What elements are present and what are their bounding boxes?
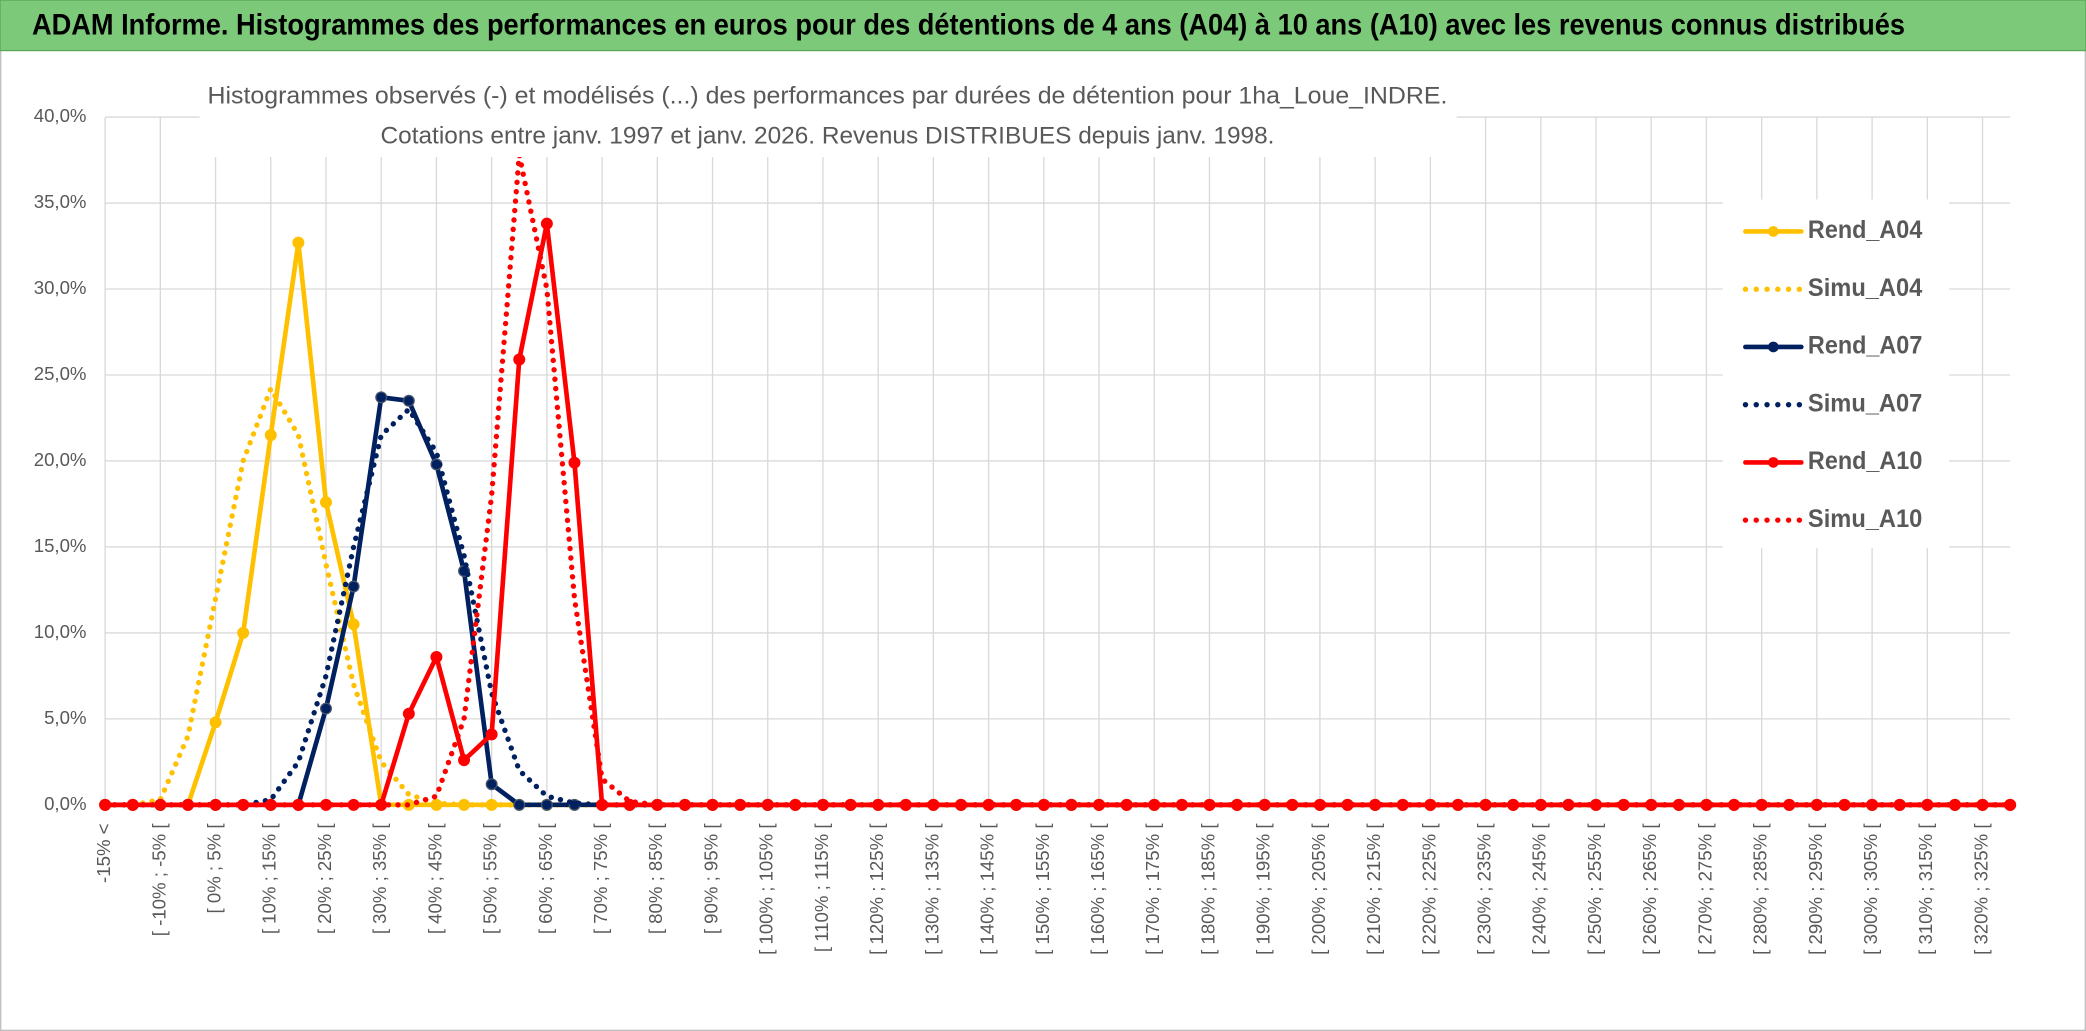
x-tick-label: [ 280% ; 285% [ <box>1750 823 1771 955</box>
legend-marker <box>1768 457 1779 468</box>
series-marker <box>540 798 553 811</box>
x-tick-label: [ 250% ; 255% [ <box>1584 823 1605 955</box>
x-tick-label: [ 150% ; 155% [ <box>1032 823 1053 955</box>
x-tick-label: [ 270% ; 275% [ <box>1694 823 1715 955</box>
y-tick-label: 20,0% <box>34 449 87 470</box>
x-tick-label: [ 70% ; 75% [ <box>590 823 611 935</box>
series-line <box>102 152 2013 808</box>
legend-label: Rend_A07 <box>1808 332 1922 360</box>
legend-label: Simu_A10 <box>1808 505 1922 533</box>
series-marker <box>264 429 277 442</box>
x-tick-label: [ 60% ; 65% [ <box>535 823 556 935</box>
x-tick-label: [ 50% ; 55% [ <box>480 823 501 935</box>
y-tick-label: 30,0% <box>34 277 87 298</box>
series-marker <box>402 707 415 720</box>
series-marker <box>540 217 553 230</box>
y-tick-label: 10,0% <box>34 621 87 642</box>
series-marker <box>375 391 388 404</box>
header-band <box>0 0 2086 52</box>
x-tick-label: [ 100% ; 105% [ <box>756 823 777 955</box>
x-tick-label: [ 310% ; 315% [ <box>1915 823 1936 955</box>
y-tick-label: 5,0% <box>44 707 86 728</box>
series-marker <box>320 702 332 715</box>
x-tick-label: [ 200% ; 205% [ <box>1308 823 1329 955</box>
y-tick-label: 15,0% <box>34 535 87 556</box>
x-tick-label: [ 190% ; 195% [ <box>1253 823 1274 955</box>
y-tick-label: 0,0% <box>44 793 86 814</box>
series-marker <box>568 456 581 469</box>
series-marker <box>209 716 222 729</box>
y-tick-label: 40,0% <box>34 105 87 126</box>
series-marker <box>402 394 415 407</box>
x-tick-label: [ 230% ; 235% [ <box>1473 823 1494 955</box>
x-tick-label: [ 160% ; 165% [ <box>1087 823 1108 955</box>
legend-marker <box>1768 226 1779 237</box>
x-tick-label: [ 130% ; 135% [ <box>921 823 942 955</box>
chart-title: Histogrammes observés (-) et modélisés (… <box>208 82 1448 109</box>
y-tick-label: 25,0% <box>34 363 87 384</box>
x-tick-label: [ 20% ; 25% [ <box>314 823 335 935</box>
x-tick-label: [ 30% ; 35% [ <box>369 823 390 935</box>
x-tick-label: [ 10% ; 15% [ <box>259 823 280 935</box>
x-tick-label: [ 260% ; 265% [ <box>1639 823 1660 955</box>
x-tick-label: [ -10% ; -5% [ <box>148 823 169 937</box>
legend-label: Rend_A04 <box>1808 216 1922 244</box>
x-tick-label: [ 120% ; 125% [ <box>866 823 887 955</box>
x-tick-label: [ 240% ; 245% [ <box>1529 823 1550 955</box>
x-tick-label: [ 300% ; 305% [ <box>1860 823 1881 955</box>
x-tick-label: [ 180% ; 185% [ <box>1197 823 1218 955</box>
y-tick-label: 35,0% <box>34 191 87 212</box>
series-marker <box>292 236 305 249</box>
series-marker <box>347 580 360 593</box>
x-tick-label: [ 290% ; 295% [ <box>1805 823 1826 955</box>
x-tick-label: [ 140% ; 145% [ <box>977 823 998 955</box>
x-tick-label: [ 40% ; 45% [ <box>424 823 445 935</box>
x-tick-label: -15% < <box>93 823 114 882</box>
series-marker <box>513 353 526 366</box>
x-tick-label: [ 0% ; 5% [ <box>203 823 224 914</box>
series-marker <box>458 754 471 767</box>
series-marker <box>485 728 498 741</box>
x-tick-label: [ 210% ; 215% [ <box>1363 823 1384 955</box>
x-tick-label: [ 80% ; 85% [ <box>645 823 666 935</box>
title-bg <box>199 79 1457 157</box>
series-marker <box>596 798 609 811</box>
series-marker <box>623 798 636 811</box>
series-marker <box>347 618 360 631</box>
legend-label: Simu_A07 <box>1808 389 1922 417</box>
series-marker <box>430 650 443 663</box>
chart-subtitle: Cotations entre janv. 1997 et janv. 2026… <box>380 122 1274 149</box>
x-tick-label: [ 90% ; 95% [ <box>700 823 721 935</box>
series-marker <box>485 778 498 791</box>
x-tick-label: [ 220% ; 225% [ <box>1418 823 1439 955</box>
legend-bg <box>1722 199 1949 549</box>
x-tick-label: [ 320% ; 325% [ <box>1970 823 1991 955</box>
series-marker <box>237 626 250 639</box>
series-marker <box>320 496 332 509</box>
header: ADAM Informe. Histogrammes des performan… <box>32 9 1905 41</box>
x-tick-label: [ 170% ; 175% [ <box>1142 823 1163 955</box>
x-tick-label: [ 110% ; 115% [ <box>811 823 832 952</box>
legend-label: Rend_A10 <box>1808 447 1922 475</box>
legend-marker <box>1768 341 1779 353</box>
series-marker <box>513 798 526 811</box>
legend-label: Simu_A04 <box>1808 274 1922 302</box>
